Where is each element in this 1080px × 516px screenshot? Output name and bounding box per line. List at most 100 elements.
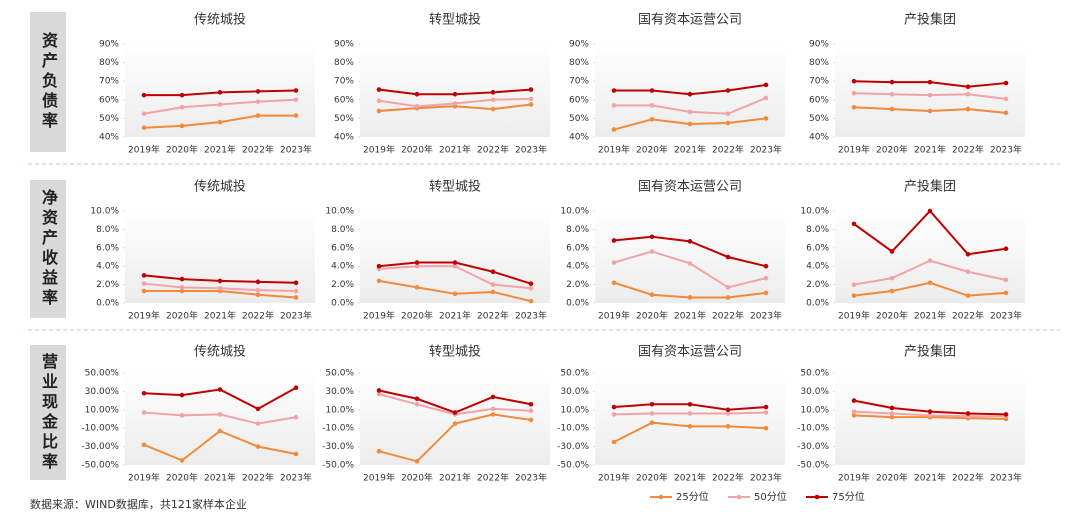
y-tick-label: 50% [569, 114, 589, 124]
y-tick-label: 50.0% [800, 369, 829, 379]
data-point [611, 439, 617, 445]
data-point [452, 263, 458, 269]
data-point [141, 410, 147, 415]
x-tick-label: 2020年 [636, 144, 668, 156]
data-point [217, 90, 223, 95]
y-tick-label: 0.0% [331, 299, 354, 309]
chart-title: 国有资本运营公司 [638, 180, 742, 195]
data-point [763, 82, 769, 88]
x-tick-label: 2020年 [401, 144, 433, 156]
x-tick-label: 2023年 [750, 310, 782, 322]
plot-area [595, 373, 785, 465]
x-tick-label: 2019年 [598, 144, 630, 156]
y-tick-label: 8.0% [806, 225, 829, 235]
data-point [649, 292, 655, 298]
y-tick-label: 10.0% [560, 405, 589, 415]
data-point [528, 298, 534, 304]
data-point [927, 108, 933, 114]
y-tick-label: 10.0% [560, 207, 589, 217]
y-tick-label: 10.0% [800, 207, 829, 217]
chart-title: 转型城投 [429, 344, 481, 360]
y-tick-label: 30.0% [800, 387, 829, 397]
x-tick-label: 2023年 [280, 472, 312, 484]
x-tick-label: 2023年 [750, 472, 782, 484]
x-tick-label: 2022年 [477, 144, 509, 156]
data-point [889, 275, 895, 281]
x-tick-label: 2021年 [204, 310, 236, 322]
x-tick-label: 2022年 [952, 472, 984, 484]
data-point [927, 92, 933, 98]
legend-swatch [814, 494, 820, 500]
data-point [141, 111, 147, 117]
y-tick-label: 4.0% [806, 262, 829, 272]
data-point [763, 263, 769, 269]
legend-swatch [658, 494, 664, 500]
data-point [1003, 96, 1009, 102]
data-point [851, 282, 857, 287]
data-point [1003, 277, 1009, 283]
data-point [414, 285, 420, 290]
data-point [255, 287, 261, 293]
data-point [217, 102, 223, 107]
y-tick-label: 10.0% [325, 405, 354, 415]
data-point [927, 208, 933, 214]
data-point [965, 84, 971, 90]
data-point [414, 459, 420, 464]
data-point [927, 409, 933, 414]
data-point [965, 251, 971, 257]
x-tick-label: 2021年 [914, 310, 946, 322]
x-tick-label: 2022年 [242, 310, 274, 322]
data-point [1003, 80, 1009, 86]
y-tick-label: 8.0% [331, 225, 354, 235]
x-tick-label: 2021年 [439, 144, 471, 156]
data-point [217, 428, 223, 434]
data-point [376, 98, 382, 104]
y-tick-label: -30.0% [322, 442, 354, 452]
data-point [1003, 412, 1009, 417]
x-tick-label: 2021年 [674, 472, 706, 484]
data-point [490, 269, 496, 275]
data-point [687, 424, 693, 429]
x-tick-label: 2023年 [515, 472, 547, 484]
data-point [376, 448, 382, 454]
chart-title: 传统城投 [194, 12, 246, 28]
data-point [528, 401, 534, 407]
y-tick-label: 60% [569, 95, 589, 105]
data-point [1003, 246, 1009, 252]
plot-area [360, 211, 550, 303]
y-tick-label: 2.0% [96, 280, 119, 290]
y-tick-label: 4.0% [331, 262, 354, 272]
y-tick-label: 8.0% [566, 225, 589, 235]
y-tick-label: 70% [569, 77, 589, 87]
data-point [255, 421, 261, 426]
data-point [763, 290, 769, 296]
data-point [763, 275, 769, 281]
data-point [490, 394, 496, 400]
data-point [1003, 290, 1009, 296]
data-point [889, 288, 895, 294]
x-tick-label: 2020年 [876, 144, 908, 156]
data-point [141, 281, 147, 286]
data-point [725, 424, 731, 429]
data-point [217, 387, 223, 392]
data-point [490, 106, 496, 112]
x-tick-label: 2020年 [401, 310, 433, 322]
data-point [927, 413, 933, 418]
data-point [851, 78, 857, 84]
y-tick-label: 2.0% [806, 280, 829, 290]
data-point [687, 91, 693, 97]
x-tick-label: 2022年 [242, 472, 274, 484]
data-point [217, 412, 223, 417]
x-tick-label: 2023年 [990, 472, 1022, 484]
chart-title: 产投集团 [904, 344, 956, 360]
data-point [293, 88, 299, 93]
data-point [965, 411, 971, 416]
y-tick-label: -30.0% [557, 442, 589, 452]
data-point [611, 260, 617, 265]
data-point [965, 106, 971, 112]
data-point [528, 102, 534, 107]
y-tick-label: 10.0% [90, 207, 119, 217]
data-point [293, 414, 299, 420]
data-point [927, 79, 933, 85]
y-tick-label: 6.0% [96, 243, 119, 253]
